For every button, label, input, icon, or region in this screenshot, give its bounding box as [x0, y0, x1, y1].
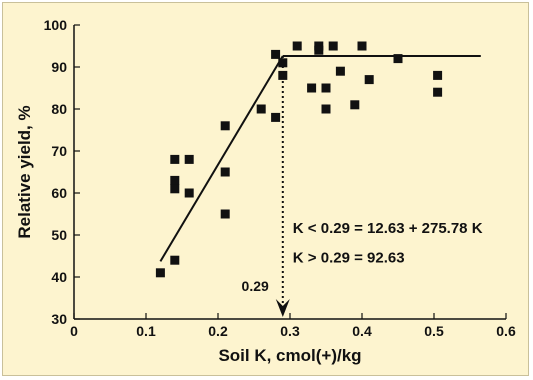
- x-tick-label: 0.1: [136, 323, 156, 339]
- data-point: [433, 70, 443, 80]
- y-tick-label: 90: [51, 59, 67, 75]
- data-point: [155, 268, 165, 278]
- critical-value-label: 0.29: [242, 278, 269, 294]
- data-point: [350, 100, 360, 110]
- fit-line-linear: [159, 55, 284, 262]
- x-tick-label: 0: [70, 323, 78, 339]
- data-point: [170, 175, 180, 185]
- data-point: [220, 167, 230, 177]
- data-point: [220, 121, 230, 131]
- y-axis-label: Relative yield, %: [15, 105, 34, 238]
- y-tick-label: 40: [51, 269, 67, 285]
- data-point: [314, 45, 324, 55]
- data-point: [220, 209, 230, 219]
- y-tick-label: 100: [44, 17, 68, 33]
- data-point: [271, 112, 281, 122]
- y-tick-label: 30: [51, 311, 67, 327]
- x-tick-label: 0.3: [280, 323, 300, 339]
- data-point: [357, 41, 367, 51]
- x-tick-label: 0.5: [424, 323, 444, 339]
- data-point: [170, 255, 180, 265]
- data-point: [271, 49, 281, 59]
- data-point: [170, 184, 180, 194]
- y-tick-label: 80: [51, 101, 67, 117]
- data-point: [433, 87, 443, 97]
- data-point: [335, 66, 345, 76]
- chart-frame: 0 0.1 0.2 0.3 0.4 0.5 0.6 30 40 50 60 70 80 90 100 Rel…: [2, 2, 529, 376]
- equation-low: K < 0.29 = 12.63 + 275.78 K: [293, 220, 483, 237]
- x-tick-label: 0.2: [208, 323, 228, 339]
- data-point: [321, 83, 331, 93]
- data-point: [256, 104, 266, 114]
- plot-area: [74, 25, 506, 319]
- data-point: [184, 154, 194, 164]
- data-point: [278, 70, 288, 80]
- data-point: [321, 104, 331, 114]
- critical-marker: [275, 55, 290, 317]
- data-point: [170, 154, 180, 164]
- y-tick-label: 60: [51, 185, 67, 201]
- axis-ticks: 0 0.1 0.2 0.3 0.4 0.5 0.6 30 40 50 60 70 80 90 100: [44, 17, 516, 339]
- fit-lines: [159, 54, 481, 262]
- data-point: [184, 188, 194, 198]
- equation-high: K > 0.29 = 92.63: [293, 249, 405, 266]
- chart: 0 0.1 0.2 0.3 0.4 0.5 0.6 30 40 50 60 70 80 90 100 Rel…: [15, 17, 516, 365]
- data-point: [393, 54, 403, 64]
- critical-arrow-icon: [275, 299, 290, 317]
- x-axis-label: Soil K, cmol(+)/kg: [218, 346, 361, 365]
- data-point: [307, 83, 317, 93]
- x-tick-label: 0.4: [352, 323, 372, 339]
- y-tick-label: 70: [51, 143, 67, 159]
- data-point: [292, 41, 302, 51]
- data-points: [155, 41, 443, 278]
- x-tick-label: 0.6: [496, 323, 516, 339]
- data-point: [328, 41, 338, 51]
- data-point: [364, 75, 374, 85]
- y-tick-label: 50: [51, 227, 67, 243]
